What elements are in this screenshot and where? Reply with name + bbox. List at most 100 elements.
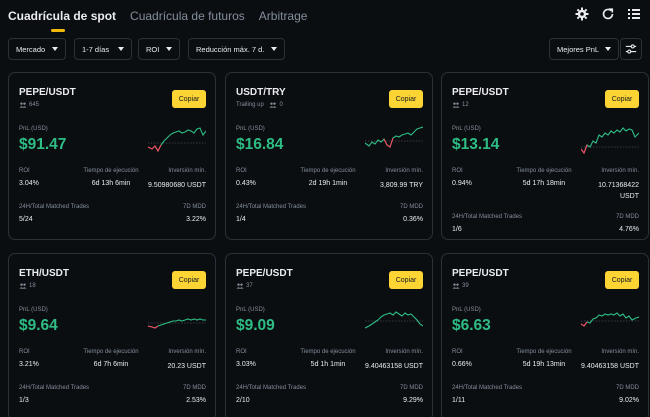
runtime-label: Tiempo de ejecución <box>516 168 572 174</box>
copier-count: 39 <box>462 283 469 289</box>
copy-button[interactable]: Copiar <box>172 90 206 108</box>
roi-label: ROI <box>236 349 247 355</box>
pnl-label: PnL (USD) <box>452 126 481 132</box>
bot-card[interactable]: PEPE/USDT 39 Copiar PnL (USD) $6.63 ROI … <box>441 253 649 417</box>
tab-arbitrage[interactable]: Arbitrage <box>258 9 308 23</box>
min-invest-value: 9.40463158 USDT <box>581 363 639 370</box>
card-subtitle: Trailing up 0 <box>236 102 283 108</box>
users-icon <box>269 102 277 108</box>
matched-trades-value: 5/24 <box>19 216 33 223</box>
mdd-label: 7D MDD <box>399 385 423 391</box>
copy-button[interactable]: Copiar <box>605 90 639 108</box>
tab-spot-grid[interactable]: Cuadrícula de spot <box>8 4 116 32</box>
min-invest-value: 9.50980680 USDT <box>148 182 206 189</box>
roi-label: ROI <box>452 349 463 355</box>
mdd-value: 9.29% <box>403 397 423 404</box>
runtime-value: 5d 17h 18min <box>522 180 566 187</box>
filter-settings-icon[interactable] <box>620 38 642 60</box>
pnl-label: PnL (USD) <box>19 307 48 313</box>
list-icon[interactable] <box>626 6 642 22</box>
tab-futures-grid[interactable]: Cuadrícula de futuros <box>130 9 245 23</box>
market-select-label: Mercado <box>16 44 46 54</box>
chevron-down-icon <box>271 47 277 51</box>
bot-card[interactable]: PEPE/USDT 37 Copiar PnL (USD) $9.09 ROI … <box>225 253 433 417</box>
users-icon <box>452 283 460 289</box>
users-icon <box>452 102 460 108</box>
runtime-label: Tiempo de ejecución <box>516 349 572 355</box>
matched-trades-label: 24H/Total Matched Trades <box>236 204 307 210</box>
pnl-sparkline <box>148 127 206 153</box>
matched-trades-label: 24H/Total Matched Trades <box>452 214 523 220</box>
bot-card[interactable]: PEPE/USDT 645 Copiar PnL (USD) $91.47 RO… <box>8 72 216 240</box>
runtime-value: 5d 19h 13min <box>522 361 566 368</box>
min-invest-value: 9.40463158 USDT <box>365 363 423 370</box>
mdd-select-label: Reducción máx. 7 d. <box>196 44 265 54</box>
roi-select-label: ROI <box>146 44 160 54</box>
mdd-select[interactable]: Reducción máx. 7 d. <box>188 38 285 60</box>
settings-icon[interactable] <box>574 6 590 22</box>
matched-trades-label: 24H/Total Matched Trades <box>19 385 90 391</box>
pnl-value: $91.47 <box>19 136 67 153</box>
copy-button[interactable]: Copiar <box>389 90 423 108</box>
roi-label: ROI <box>236 168 247 174</box>
pnl-label: PnL (USD) <box>236 126 265 132</box>
pnl-value: $16.84 <box>236 136 284 153</box>
mdd-label: 7D MDD <box>399 204 423 210</box>
roi-label: ROI <box>452 168 463 174</box>
pair-title: USDT/TRY <box>236 87 286 98</box>
sort-select[interactable]: Mejores PnL <box>549 38 619 60</box>
filter-bar: Mercado 1-7 días ROI Reducción máx. 7 d.… <box>8 38 642 60</box>
pnl-label: PnL (USD) <box>452 307 481 313</box>
sort-select-label: Mejores PnL <box>557 44 600 54</box>
copier-count: 12 <box>462 102 469 108</box>
matched-trades-label: 24H/Total Matched Trades <box>452 385 523 391</box>
min-invest-label: Inversión mín. <box>601 349 639 355</box>
bot-card[interactable]: ETH/USDT 18 Copiar PnL (USD) $9.64 ROI 3… <box>8 253 216 417</box>
mdd-label: 7D MDD <box>182 204 206 210</box>
roi-value: 3.21% <box>19 361 39 368</box>
min-invest-label: Inversión mín. <box>385 349 423 355</box>
copier-count: 18 <box>29 283 36 289</box>
users-icon <box>236 283 244 289</box>
copier-count: 0 <box>279 102 283 108</box>
bot-card[interactable]: PEPE/USDT 12 Copiar PnL (USD) $13.14 ROI… <box>441 72 649 240</box>
pnl-value: $9.09 <box>236 317 275 334</box>
mdd-label: 7D MDD <box>615 214 639 220</box>
copy-button[interactable]: Copiar <box>172 271 206 289</box>
period-select[interactable]: 1-7 días <box>74 38 132 60</box>
runtime-label: Tiempo de ejecución <box>300 349 356 355</box>
min-invest-label: Inversión mín. <box>168 168 206 174</box>
chevron-down-icon <box>605 47 611 51</box>
matched-trades-value: 1/4 <box>236 216 246 223</box>
matched-trades-value: 2/10 <box>236 397 250 404</box>
market-select[interactable]: Mercado <box>8 38 66 60</box>
bot-card[interactable]: USDT/TRY Trailing up 0 Copiar PnL (USD) … <box>225 72 433 240</box>
card-subtitle: 39 <box>452 283 469 289</box>
copier-count: 645 <box>29 102 40 108</box>
matched-trades-label: 24H/Total Matched Trades <box>19 204 90 210</box>
matched-trades-value: 1/11 <box>452 397 466 404</box>
pnl-sparkline <box>581 312 639 327</box>
chevron-down-icon <box>52 47 58 51</box>
mdd-value: 0.36% <box>403 216 423 223</box>
copy-button[interactable]: Copiar <box>389 271 423 289</box>
mdd-value: 2.53% <box>186 397 206 404</box>
copy-button[interactable]: Copiar <box>605 271 639 289</box>
refresh-icon[interactable] <box>600 6 616 22</box>
card-subtitle: 37 <box>236 283 253 289</box>
runtime-value: 5d 1h 1min <box>310 361 346 368</box>
top-toolbar <box>574 6 642 22</box>
pnl-sparkline <box>365 311 423 329</box>
roi-label: ROI <box>19 168 30 174</box>
runtime-label: Tiempo de ejecución <box>83 349 139 355</box>
pnl-sparkline <box>148 318 206 329</box>
mdd-label: 7D MDD <box>182 385 206 391</box>
roi-value: 0.94% <box>452 180 472 187</box>
pnl-value: $9.64 <box>19 317 58 334</box>
roi-value: 3.03% <box>236 361 256 368</box>
roi-select[interactable]: ROI <box>138 38 180 60</box>
mdd-value: 4.76% <box>619 226 639 233</box>
mdd-value: 9.02% <box>619 397 639 404</box>
min-invest-value: 10.71368422 USDT <box>598 182 639 200</box>
card-subtitle: 645 <box>19 102 39 108</box>
